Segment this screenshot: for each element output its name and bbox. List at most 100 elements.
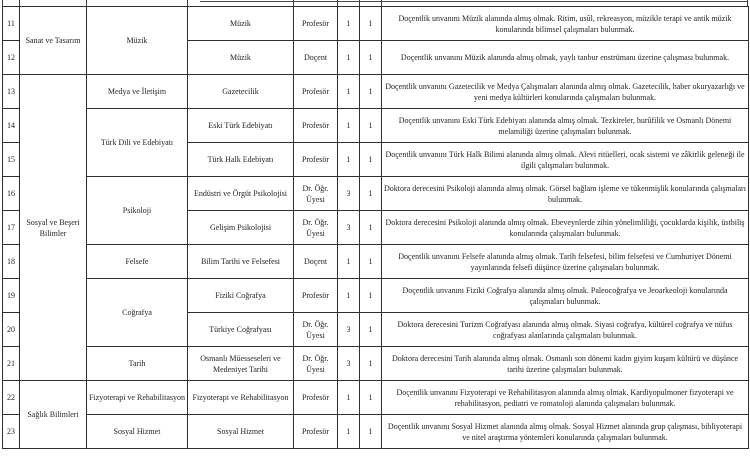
row-number-cell: 12 bbox=[2, 40, 20, 75]
adet-cell: 1 bbox=[359, 278, 382, 313]
program-cell: Türkiye Coğrafyası bbox=[187, 312, 294, 347]
title-cell: Dr. Öğr. Üyesi bbox=[293, 176, 338, 211]
title-cell: Dr. Öğr. Üyesi bbox=[293, 346, 338, 381]
program-cell: Eski Türk Edebiyatı bbox=[187, 108, 294, 143]
department-cell: Türk Dili ve Edebiyatı bbox=[86, 108, 188, 177]
program-cell: Türk Halk Edebiyatı bbox=[187, 142, 294, 177]
crop-grid-line bbox=[187, 0, 188, 7]
row-number-cell: 21 bbox=[2, 346, 20, 381]
adet-cell: 1 bbox=[359, 346, 382, 381]
row-number-cell: 19 bbox=[2, 278, 20, 313]
department-cell: Fizyoterapi ve Rehabilitasyon bbox=[86, 380, 188, 415]
title-cell: Profesör bbox=[293, 6, 338, 41]
table-row: 22 Sağlık Bilimleri Fizyoterapi ve Rehab… bbox=[2, 380, 749, 449]
description-cell: Doktora derecesini Psikoloji alanında al… bbox=[381, 210, 749, 245]
department-cell: Medya ve İletişim bbox=[86, 74, 188, 109]
row-number-cell: 16 bbox=[2, 176, 20, 211]
description-cell: Doktora derecesini Turizm Coğrafyası ala… bbox=[381, 312, 749, 347]
table-row: 13 Sosyal ve Beşeri Bilimler Medya ve İl… bbox=[2, 74, 749, 381]
description-cell: Doçentlik unvanını Eski Türk Edebiyatı a… bbox=[381, 108, 749, 143]
adet-cell: 1 bbox=[359, 210, 382, 245]
department-cell: Felsefe bbox=[86, 244, 188, 279]
title-cell: Dr. Öğr. Üyesi bbox=[293, 210, 338, 245]
program-cell: Gazetecilik bbox=[187, 74, 294, 109]
description-cell: Doçentlik unvanını Müzik alanında almış … bbox=[381, 6, 749, 41]
academic-positions-table: 11 Sanat ve Tasarım Müzik Müzik Profesör… bbox=[2, 6, 749, 449]
department-cell: Psikoloji bbox=[86, 176, 188, 245]
table-row: 20 Türkiye Coğrafyası Dr. Öğr. Üyesi 3 1… bbox=[2, 312, 749, 347]
table-row: 23 Sosyal Hizmet Sosyal Hizmet Profesör … bbox=[2, 414, 749, 449]
crop-grid-line bbox=[2, 0, 3, 7]
title-cell: Profesör bbox=[293, 278, 338, 313]
row-number-cell: 15 bbox=[2, 142, 20, 177]
description-cell: Doçentlik unvanını Müzik alanında almış … bbox=[381, 40, 749, 75]
program-cell: Müzik bbox=[187, 6, 294, 41]
program-cell: Bilim Tarihi ve Felsefesi bbox=[187, 244, 294, 279]
description-cell: Doçentlik unvanını Fizyoterapi ve Rehabi… bbox=[381, 380, 749, 415]
program-cell: Müzik bbox=[187, 40, 294, 75]
row-number-cell: 20 bbox=[2, 312, 20, 347]
description-cell: Doçentlik unvanını Türk Halk Bilimi alan… bbox=[381, 142, 749, 177]
derece-cell: 1 bbox=[337, 74, 360, 109]
description-cell: Doktora derecesini Tarih alanında almış … bbox=[381, 346, 749, 381]
faculty-cell: Sanat ve Tasarım bbox=[19, 6, 87, 75]
derece-cell: 1 bbox=[337, 244, 360, 279]
row-number-cell: 22 bbox=[2, 380, 20, 415]
adet-cell: 1 bbox=[359, 142, 382, 177]
derece-cell: 3 bbox=[337, 346, 360, 381]
derece-cell: 1 bbox=[337, 142, 360, 177]
derece-cell: 1 bbox=[337, 108, 360, 143]
derece-cell: 3 bbox=[337, 312, 360, 347]
program-cell: Fizyoterapi ve Rehabilitasyon bbox=[187, 380, 294, 415]
crop-grid-line bbox=[337, 0, 338, 7]
adet-cell: 1 bbox=[359, 176, 382, 211]
title-cell: Doçent bbox=[293, 244, 338, 279]
derece-cell: 1 bbox=[337, 278, 360, 313]
crop-row-divider-line bbox=[200, 1, 748, 2]
program-cell: Sosyal Hizmet bbox=[187, 414, 294, 449]
department-cell: Tarih bbox=[86, 346, 188, 381]
row-number-cell: 23 bbox=[2, 414, 20, 449]
title-cell: Profesör bbox=[293, 108, 338, 143]
crop-grid-line bbox=[359, 0, 360, 7]
derece-cell: 1 bbox=[337, 6, 360, 41]
title-cell: Profesör bbox=[293, 142, 338, 177]
department-cell: Sosyal Hizmet bbox=[86, 414, 188, 449]
adet-cell: 1 bbox=[359, 414, 382, 449]
row-number-cell: 13 bbox=[2, 74, 20, 109]
title-cell: Doçent bbox=[293, 40, 338, 75]
derece-cell: 3 bbox=[337, 210, 360, 245]
title-cell: Profesör bbox=[293, 414, 338, 449]
program-cell: Osmanlı Müesseseleri ve Medeniyet Tarihi bbox=[187, 346, 294, 381]
adet-cell: 1 bbox=[359, 244, 382, 279]
adet-cell: 1 bbox=[359, 74, 382, 109]
row-number-cell: 11 bbox=[2, 6, 20, 41]
row-number-cell: 14 bbox=[2, 108, 20, 143]
row-number-cell: 18 bbox=[2, 244, 20, 279]
crop-grid-line bbox=[293, 0, 294, 7]
table-row: 11 Sanat ve Tasarım Müzik Müzik Profesör… bbox=[2, 6, 749, 75]
crop-grid-line bbox=[747, 0, 748, 7]
description-cell: Doçentlik unvanını Fiziki Coğrafya alanı… bbox=[381, 278, 749, 313]
department-cell: Coğrafya bbox=[86, 278, 188, 347]
adet-cell: 1 bbox=[359, 6, 382, 41]
title-cell: Profesör bbox=[293, 380, 338, 415]
table-row: 19 Coğrafya Fiziki Coğrafya Profesör 1 1… bbox=[2, 278, 749, 347]
table-row: 17 Gelişim Psikolojisi Dr. Öğr. Üyesi 3 … bbox=[2, 210, 749, 245]
crop-grid-line bbox=[19, 0, 20, 7]
derece-cell: 1 bbox=[337, 380, 360, 415]
crop-grid-line bbox=[86, 0, 87, 7]
program-cell: Fiziki Coğrafya bbox=[187, 278, 294, 313]
table-row: 21 Tarih Osmanlı Müesseseleri ve Medeniy… bbox=[2, 346, 749, 381]
program-cell: Endüstri ve Örgüt Psikolojisi bbox=[187, 176, 294, 211]
title-cell: Dr. Öğr. Üyesi bbox=[293, 312, 338, 347]
derece-cell: 3 bbox=[337, 176, 360, 211]
title-cell: Profesör bbox=[293, 74, 338, 109]
derece-cell: 1 bbox=[337, 414, 360, 449]
description-cell: Doçentlik unvanını Gazetecilik ve Medya … bbox=[381, 74, 749, 109]
adet-cell: 1 bbox=[359, 40, 382, 75]
adet-cell: 1 bbox=[359, 312, 382, 347]
description-cell: Doçentlik unvanını Sosyal Hizmet alanınd… bbox=[381, 414, 749, 449]
table-row: 16 Psikoloji Endüstri ve Örgüt Psikoloji… bbox=[2, 176, 749, 245]
